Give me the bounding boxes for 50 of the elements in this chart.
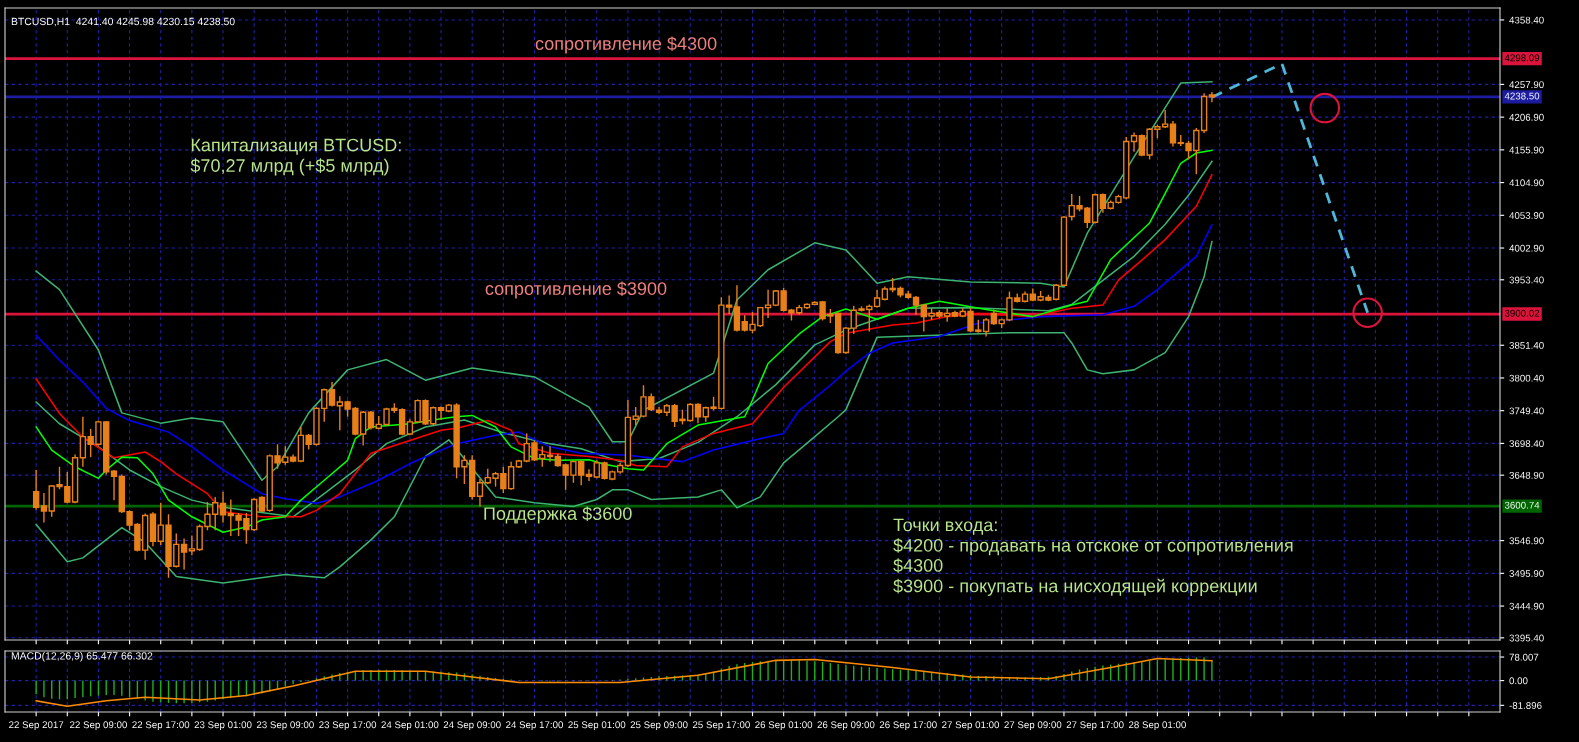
- x-tick-label: 26 Sep 09:00: [817, 721, 875, 731]
- y-tick-label: 3648.90: [1509, 471, 1544, 479]
- x-tick-label: 28 Sep 01:00: [1128, 721, 1186, 731]
- x-tick-label: 25 Sep 01:00: [568, 721, 626, 731]
- y-tick-label: 4257.90: [1509, 81, 1544, 89]
- y-tick-label: 78.007: [1509, 653, 1539, 661]
- x-tick-label: 25 Sep 09:00: [630, 721, 688, 731]
- x-tick-label: 22 Sep 17:00: [132, 721, 190, 731]
- chart-title: MACD(12,26,9) 65.477 66.302: [11, 651, 153, 662]
- x-tick-label: 23 Sep 01:00: [194, 721, 252, 731]
- y-tick-label: 4002.90: [1509, 244, 1544, 252]
- x-tick-label: 22 Sep 09:00: [70, 721, 127, 731]
- y-tick-label: 4358.40: [1509, 16, 1544, 24]
- y-tick-label: 3953.40: [1509, 276, 1544, 284]
- x-tick-label: 27 Sep 09:00: [1004, 721, 1062, 731]
- y-tick-label: 4155.90: [1509, 146, 1544, 154]
- y-tick-label: 4206.90: [1509, 113, 1544, 121]
- x-tick-label: 24 Sep 01:00: [381, 721, 439, 731]
- x-tick-label: 24 Sep 09:00: [443, 721, 501, 731]
- y-tick-label: 3546.90: [1509, 537, 1544, 545]
- annotation: Капитализация BTCUSD: $70,27 млрд (+$5 млрд): [190, 138, 401, 176]
- x-tick-label: 23 Sep 17:00: [319, 721, 377, 731]
- x-tick-label: 25 Sep 17:00: [692, 721, 750, 731]
- ref-line-label: 3900.02: [1504, 309, 1540, 317]
- ref-line-label: 3600.74: [1504, 501, 1540, 509]
- x-tick-label: 26 Sep 01:00: [755, 721, 813, 731]
- annotation: Точки входа: $4200 - продавать на отскоке от сопротивления $4300 $3900 - покупать на нисходящей коррекции: [893, 518, 1293, 596]
- x-tick-label: 23 Sep 09:00: [256, 721, 314, 731]
- x-tick-label: 26 Sep 17:00: [879, 721, 937, 731]
- y-tick-label: 4053.90: [1509, 212, 1544, 219]
- y-tick-label: 3495.90: [1509, 570, 1544, 577]
- y-tick-label: 3800.40: [1509, 374, 1544, 382]
- text: BTCUSD,H1 4241.40 4245.98 4230.15 4238.50: [11, 17, 235, 27]
- x-tick-label: 27 Sep 01:00: [942, 721, 1000, 731]
- y-tick-label: 3698.40: [1509, 440, 1544, 448]
- annotation: сопротивление $3900: [485, 281, 667, 299]
- x-tick-label: 27 Sep 17:00: [1066, 721, 1124, 731]
- y-tick-label: 3395.40: [1509, 634, 1544, 642]
- ref-line-label: 4298.09: [1504, 54, 1540, 62]
- y-tick-label: 4104.90: [1509, 179, 1544, 187]
- y-tick-label: 3749.40: [1509, 407, 1544, 415]
- annotation: сопротивление $4300: [535, 36, 717, 54]
- y-tick-label: 3444.90: [1509, 602, 1544, 610]
- ref-line-label: 4238.50: [1504, 92, 1540, 100]
- y-tick-label: -81.896: [1509, 702, 1542, 709]
- y-tick-label: 3851.40: [1509, 341, 1544, 349]
- y-tick-label: 0.00: [1509, 677, 1528, 685]
- annotation: Поддержка $3600: [484, 506, 632, 524]
- x-tick-label: 24 Sep 17:00: [506, 721, 564, 731]
- x-tick-label: 22 Sep 2017: [9, 721, 64, 731]
